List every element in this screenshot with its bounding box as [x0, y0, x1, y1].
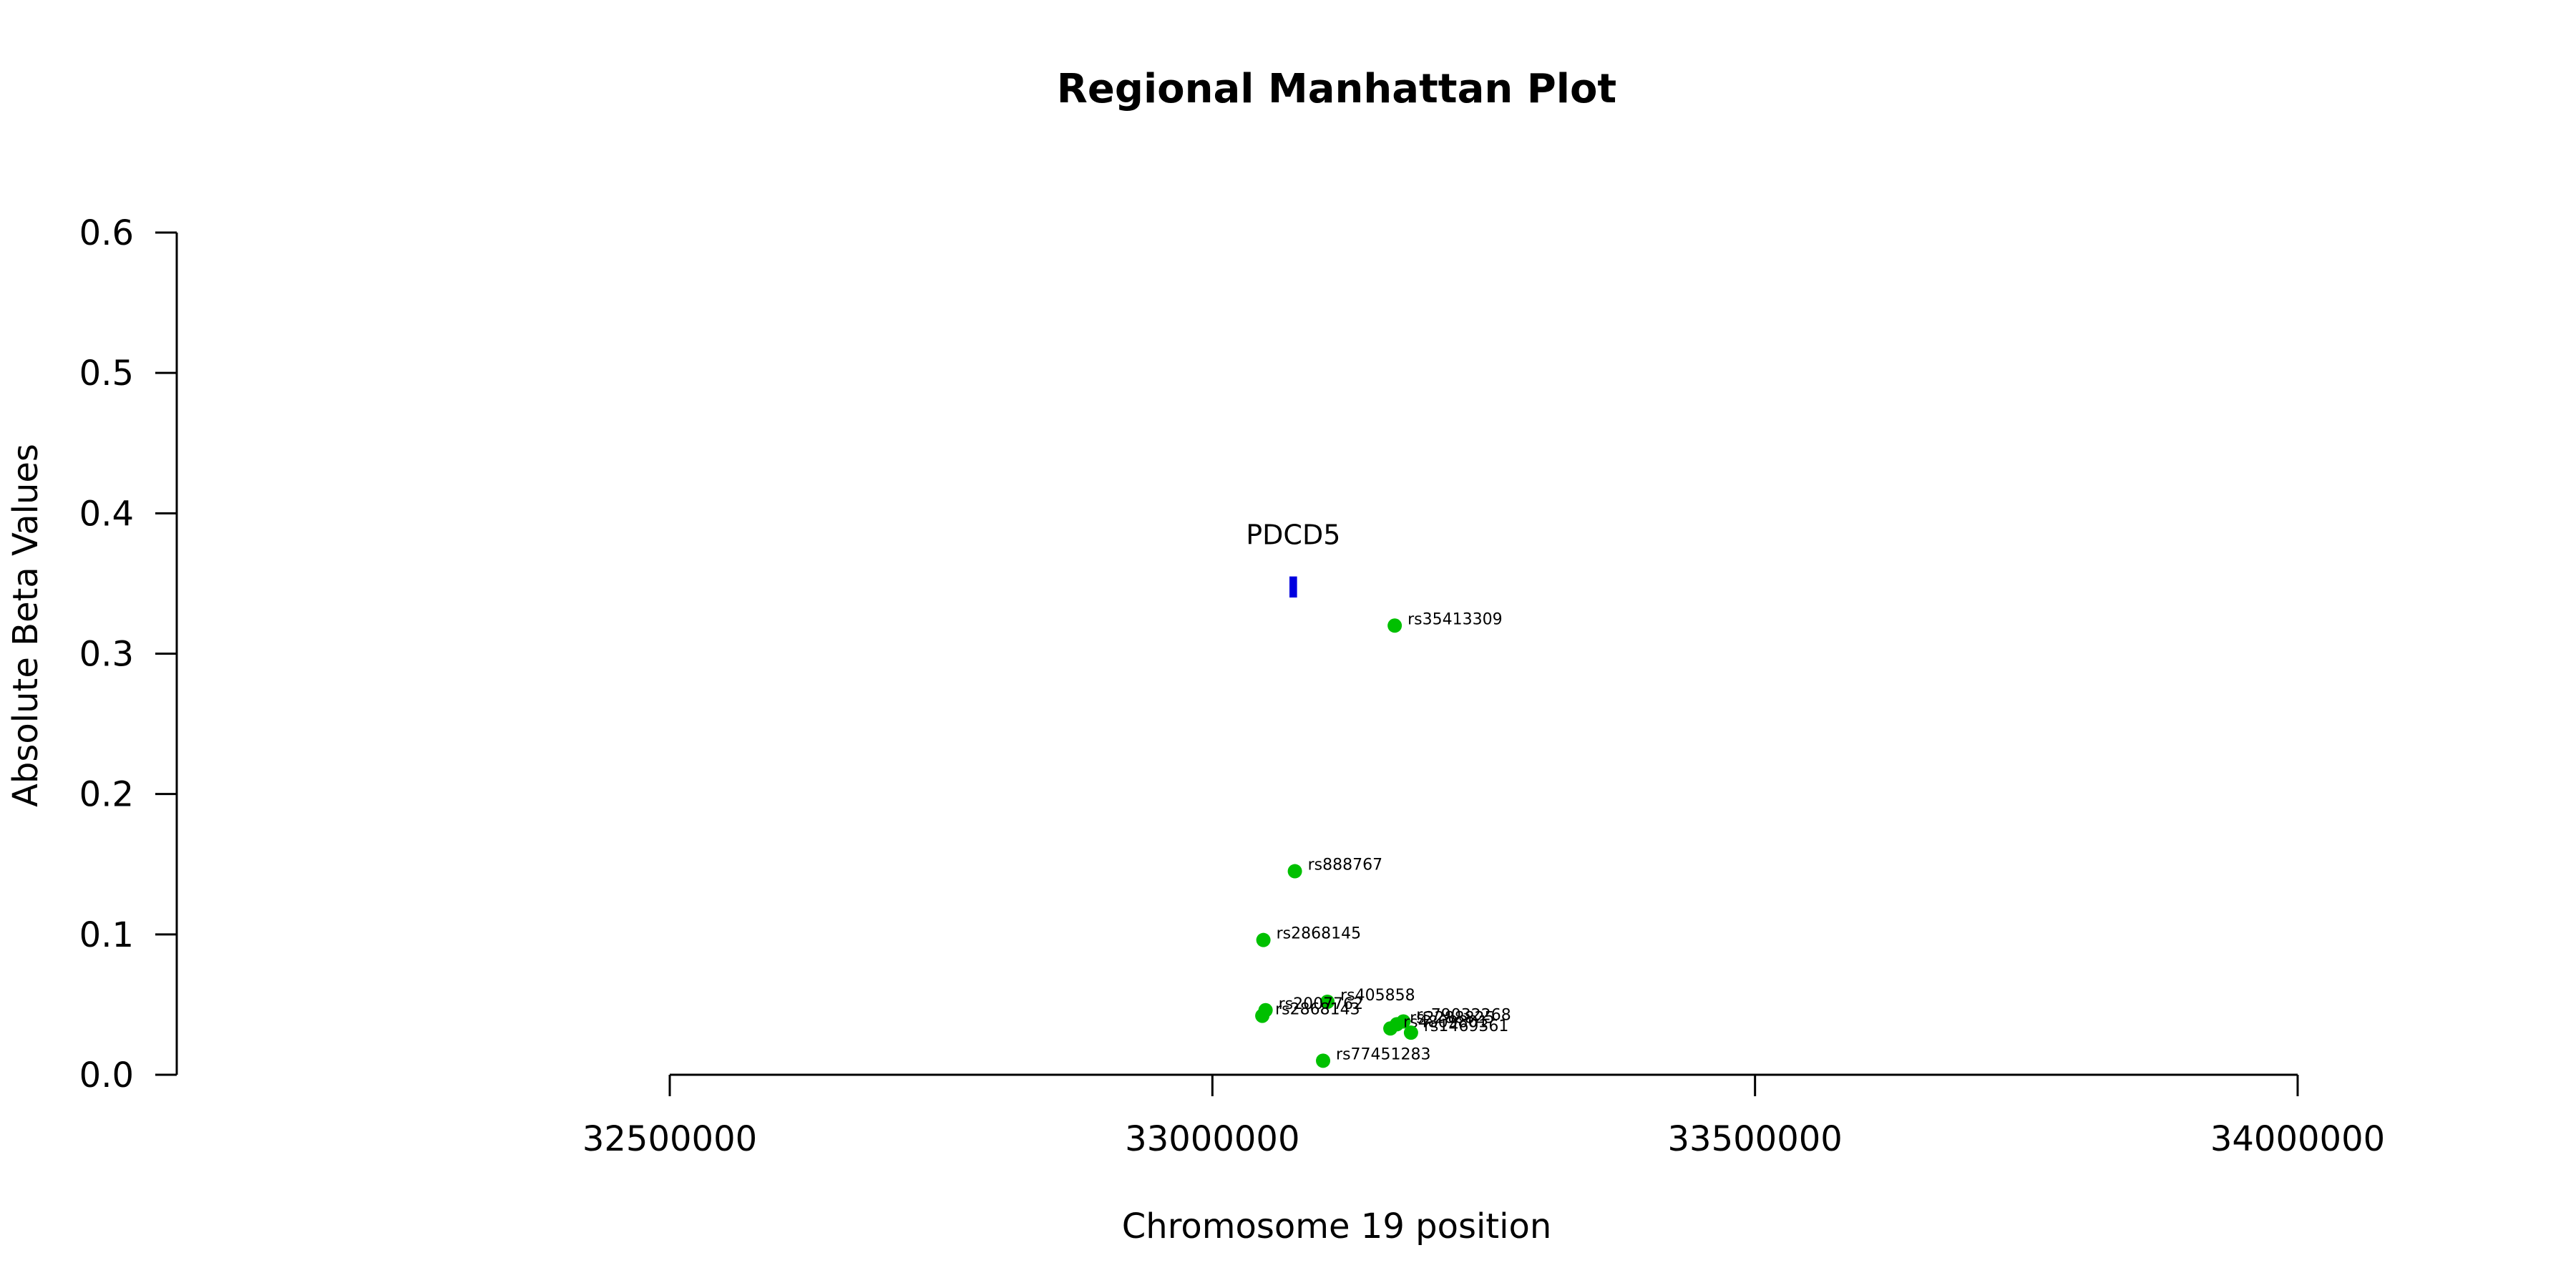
x-tick-label: 33000000 [1125, 1119, 1299, 1159]
snp-point [1383, 1021, 1398, 1036]
snp-label: rs35413309 [1407, 610, 1502, 628]
snp-label: rs2007762 [1279, 995, 1364, 1013]
snp-point [1287, 864, 1302, 879]
y-tick-label: 0.3 [79, 635, 134, 675]
x-tick-label: 34000000 [2210, 1119, 2385, 1159]
snp-label: rs2868145 [1277, 925, 1362, 943]
y-tick-label: 0.5 [79, 353, 134, 394]
snp-label: rs4809801 [1403, 1013, 1488, 1031]
x-axis-label: Chromosome 19 position [1122, 1206, 1552, 1246]
snp-label: rs405858 [1340, 987, 1415, 1005]
snp-points: rs35413309 rs888767 rs2868145 rs405858rs200… [1255, 610, 1511, 1068]
snp-label: rs888767 [1308, 857, 1383, 874]
y-axis: 0.0 0.1 0.2 0.3 0.4 0.5 0.6 [79, 213, 178, 1096]
snp-label: rs1469361 [1424, 1018, 1509, 1035]
gene-label: PDCD5 [1246, 519, 1340, 551]
y-axis-label: Absolute Beta Values [6, 444, 46, 807]
y-tick-label: 0.4 [79, 494, 134, 534]
snp-point [1256, 932, 1271, 947]
x-axis: 32500000 33000000 33500000 34000000 [582, 1073, 2385, 1159]
snp-point [1255, 1008, 1270, 1023]
snp-label: rs79032268 [1416, 1006, 1511, 1024]
snp-point [1387, 618, 1402, 633]
x-tick-label: 32500000 [582, 1119, 757, 1159]
chart-title: Regional Manhattan Plot [1057, 66, 1616, 112]
snp-point [1320, 994, 1335, 1009]
gene-marker [1289, 576, 1297, 598]
x-tick-label: 33500000 [1668, 1119, 1843, 1159]
y-tick-label: 0.6 [79, 213, 134, 253]
gene-layer: PDCD5 [1246, 519, 1340, 598]
y-tick-label: 0.0 [79, 1055, 134, 1096]
snp-label: rs2868143 [1275, 1001, 1360, 1019]
snp-point [1403, 1025, 1418, 1040]
snp-point [1316, 1053, 1331, 1068]
y-tick-label: 0.1 [79, 915, 134, 955]
snp-label: rs2288825 [1410, 1009, 1494, 1027]
snp-label: rs77451283 [1336, 1045, 1430, 1063]
y-tick-label: 0.2 [79, 775, 134, 815]
